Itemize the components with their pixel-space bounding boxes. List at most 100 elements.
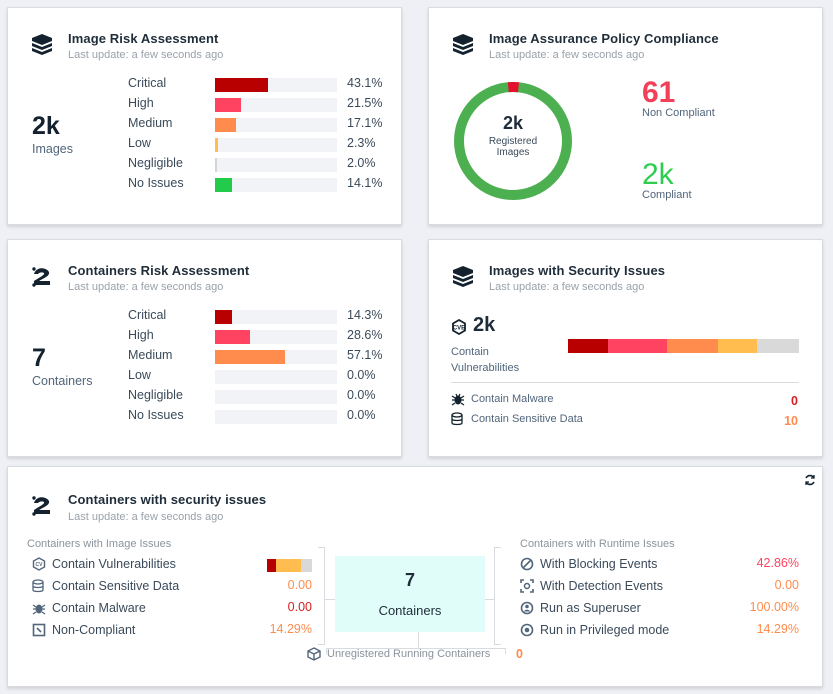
last-update: Last update: a few seconds ago [489,49,645,61]
risk-bar-track[interactable] [215,118,337,132]
risk-row-critical[interactable]: Critical 43.1% [128,74,398,94]
issue-value[interactable]: 42.86% [756,556,799,570]
issue-value[interactable]: 0.00 [287,578,312,592]
vulnerabilities-label-1: Contain [451,346,489,358]
risk-value: 0.0% [347,388,376,402]
issue-item[interactable]: CV Contain Vulnerabilities [32,555,176,573]
detection-icon [520,579,534,593]
card-title: Image Risk Assessment [68,31,219,46]
risk-value: 21.5% [347,96,383,110]
bar-segment[interactable] [717,339,757,353]
risk-bar-fill [215,98,242,112]
unregistered-value[interactable]: 0 [516,647,523,661]
bar-segment[interactable] [568,339,608,353]
cve-icon: CV [32,557,46,571]
compliance-donut[interactable] [452,80,574,202]
containers-center-box[interactable]: 7 Containers [335,556,485,632]
container-count-label: Containers [32,374,93,388]
unregistered-item: Unregistered Running Containers [307,645,490,663]
risk-row-critical[interactable]: Critical 14.3% [128,306,398,326]
issue-item[interactable]: Contain Sensitive Data [32,577,179,595]
issue-item[interactable]: Run in Privileged mode [520,621,669,639]
center-count: 7 [404,570,415,590]
database-icon [451,412,463,426]
risk-bar-track[interactable] [215,158,337,172]
risk-bar-track[interactable] [215,350,337,364]
issue-label: Contain Sensitive Data [52,579,180,593]
risk-row-no-issues[interactable]: No Issues 0.0% [128,406,398,426]
risk-bar-track[interactable] [215,390,337,404]
last-update: Last update: a few seconds ago [68,281,224,293]
container-icon [30,494,54,518]
severity-stacked-bar[interactable] [568,339,799,353]
risk-row-negligible[interactable]: Negligible 2.0% [128,154,398,174]
risk-row-low[interactable]: Low 0.0% [128,366,398,386]
bar-segment[interactable] [756,339,799,353]
risk-bar-track[interactable] [215,178,337,192]
risk-value: 28.6% [347,328,383,342]
block-icon [520,557,534,571]
sensitive-value[interactable]: 10 [784,414,798,428]
connector [484,599,494,600]
risk-bar-track[interactable] [215,78,337,92]
non-compliant-count[interactable]: 61 [642,76,676,109]
risk-bar-track[interactable] [215,138,337,152]
bar-segment[interactable] [300,559,312,572]
risk-row-high[interactable]: High 21.5% [128,94,398,114]
malware-value[interactable]: 0 [791,394,798,408]
compliant-count[interactable]: 2k [642,158,674,191]
bar-segment[interactable] [276,559,301,572]
card-title: Image Assurance Policy Compliance [489,31,719,46]
connector [418,632,419,648]
risk-label: Negligible [128,388,183,402]
risk-bar-track[interactable] [215,310,337,324]
issue-item[interactable]: With Blocking Events [520,555,657,573]
registered-label: Registered [488,136,538,147]
center-label: Containers [378,603,442,618]
image-risk-card: Image Risk Assessment Last update: a few… [7,7,402,225]
malware-label: Contain Malware [471,393,554,405]
refresh-icon[interactable] [804,474,816,486]
risk-bar-track[interactable] [215,370,337,384]
risk-bar-fill [215,78,268,92]
risk-row-medium[interactable]: Medium 17.1% [128,114,398,134]
non-compliant-label: Non Compliant [642,107,715,119]
risk-label: No Issues [128,408,184,422]
image-stack-icon [451,33,475,57]
issue-item[interactable]: Run as Superuser [520,599,641,617]
bar-segment[interactable] [666,339,718,353]
last-update: Last update: a few seconds ago [68,49,224,61]
issue-value[interactable]: 0.00 [287,600,312,614]
risk-value: 57.1% [347,348,383,362]
issue-value[interactable]: 0.00 [774,578,799,592]
bar-segment[interactable] [267,559,276,572]
bar-segment[interactable] [607,339,667,353]
issue-item[interactable]: Non-Compliant [32,621,135,639]
database-icon [32,579,44,593]
card-title: Images with Security Issues [489,263,666,278]
bottom-bracket [326,648,506,654]
risk-row-low[interactable]: Low 2.3% [128,134,398,154]
image-count: 2k [32,112,60,140]
vulnerabilities-stacked-bar[interactable] [267,559,312,572]
issue-value[interactable]: 14.29% [756,622,799,636]
issue-value[interactable]: 14.29% [269,622,312,636]
issue-item[interactable]: With Detection Events [520,577,663,595]
connector [325,599,335,600]
issue-value[interactable]: 100.00% [749,600,799,614]
risk-bar-track[interactable] [215,330,337,344]
risk-value: 2.3% [347,136,376,150]
risk-bar-track[interactable] [215,410,337,424]
risk-row-no-issues[interactable]: No Issues 14.1% [128,174,398,194]
risk-row-high[interactable]: High 28.6% [128,326,398,346]
compliant-label: Compliant [642,189,692,201]
registered-count: 2k [502,113,524,133]
svg-text:CVE: CVE [453,326,465,332]
risk-row-medium[interactable]: Medium 57.1% [128,346,398,366]
risk-row-negligible[interactable]: Negligible 0.0% [128,386,398,406]
risk-bar-track[interactable] [215,98,337,112]
divider [451,382,799,383]
risk-bar-fill [215,158,218,172]
issue-item[interactable]: Contain Malware [32,599,146,617]
image-stack-icon [451,265,475,289]
